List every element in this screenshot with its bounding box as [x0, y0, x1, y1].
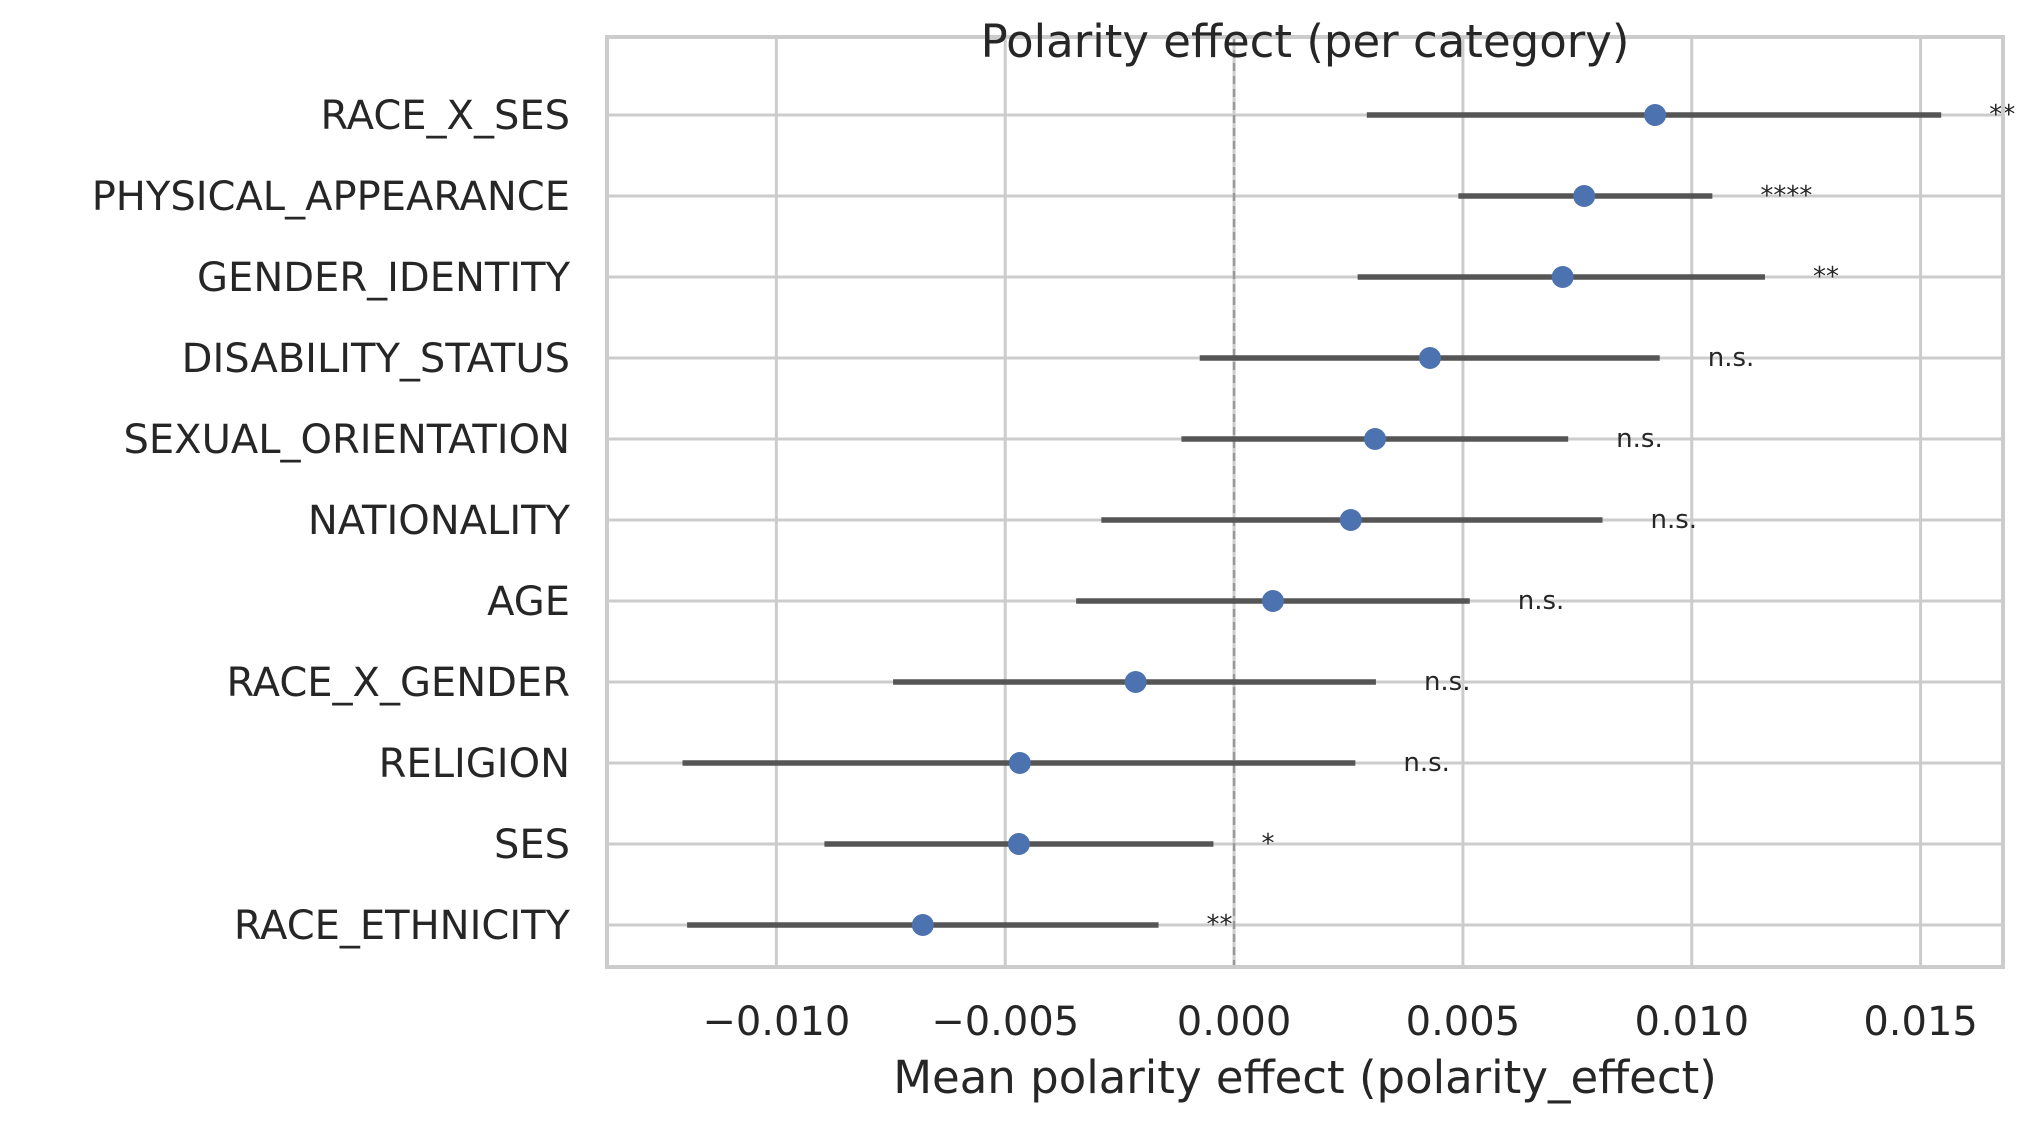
mean-point-9 — [1007, 833, 1030, 855]
category-label-5: NATIONALITY — [308, 498, 571, 544]
plot-marks: ********n.s.n.s.n.s.n.s.n.s.n.s.*** — [682, 100, 2015, 940]
mean-point-2 — [1551, 266, 1574, 288]
x-tick-label-1: −0.005 — [931, 999, 1079, 1045]
significance-label-9: * — [1261, 829, 1274, 859]
category-label-0: RACE_X_SES — [321, 93, 571, 139]
category-label-2: GENDER_IDENTITY — [197, 255, 571, 301]
mean-point-6 — [1261, 590, 1284, 612]
x-axis-label: Mean polarity effect (polarity_effect) — [893, 1051, 1717, 1104]
category-label-4: SEXUAL_ORIENTATION — [124, 417, 570, 463]
mean-point-4 — [1364, 428, 1387, 450]
significance-label-2: ** — [1813, 262, 1839, 292]
mean-point-0 — [1644, 104, 1667, 126]
significance-label-5: n.s. — [1651, 505, 1698, 535]
significance-label-10: ** — [1207, 910, 1233, 940]
category-label-10: RACE_ETHNICITY — [234, 903, 571, 949]
mean-point-1 — [1573, 185, 1596, 207]
category-label-9: SES — [494, 822, 570, 868]
mean-point-8 — [1008, 752, 1031, 774]
x-tick-label-4: 0.010 — [1635, 999, 1750, 1045]
significance-label-7: n.s. — [1424, 667, 1471, 697]
mean-point-7 — [1124, 671, 1147, 693]
significance-label-3: n.s. — [1708, 343, 1755, 373]
plot-frame — [605, 35, 2005, 969]
category-label-1: PHYSICAL_APPEARANCE — [92, 174, 570, 220]
x-tick-label-5: 0.015 — [1863, 999, 1978, 1045]
category-label-7: RACE_X_GENDER — [227, 660, 571, 706]
category-label-8: RELIGION — [379, 741, 570, 787]
x-tick-label-2: 0.000 — [1177, 999, 1292, 1045]
category-label-6: AGE — [487, 579, 570, 625]
grid-lines — [607, 37, 2003, 967]
mean-point-3 — [1418, 347, 1441, 369]
significance-label-6: n.s. — [1518, 586, 1565, 616]
significance-label-8: n.s. — [1403, 748, 1450, 778]
mean-point-5 — [1339, 509, 1362, 531]
x-tick-label-3: 0.005 — [1406, 999, 1521, 1045]
significance-label-4: n.s. — [1616, 424, 1663, 454]
x-tick-labels: −0.010 −0.005 0.000 0.005 0.010 0.015 — [702, 999, 1978, 1045]
mean-point-10 — [911, 914, 934, 936]
chart-title: Polarity effect (per category) — [981, 15, 1630, 68]
category-labels: RACE_X_SES PHYSICAL_APPEARANCE GENDER_IDEN… — [92, 93, 571, 949]
category-label-3: DISABILITY_STATUS — [182, 336, 570, 382]
x-tick-label-0: −0.010 — [702, 999, 850, 1045]
significance-label-1: **** — [1760, 181, 1812, 211]
